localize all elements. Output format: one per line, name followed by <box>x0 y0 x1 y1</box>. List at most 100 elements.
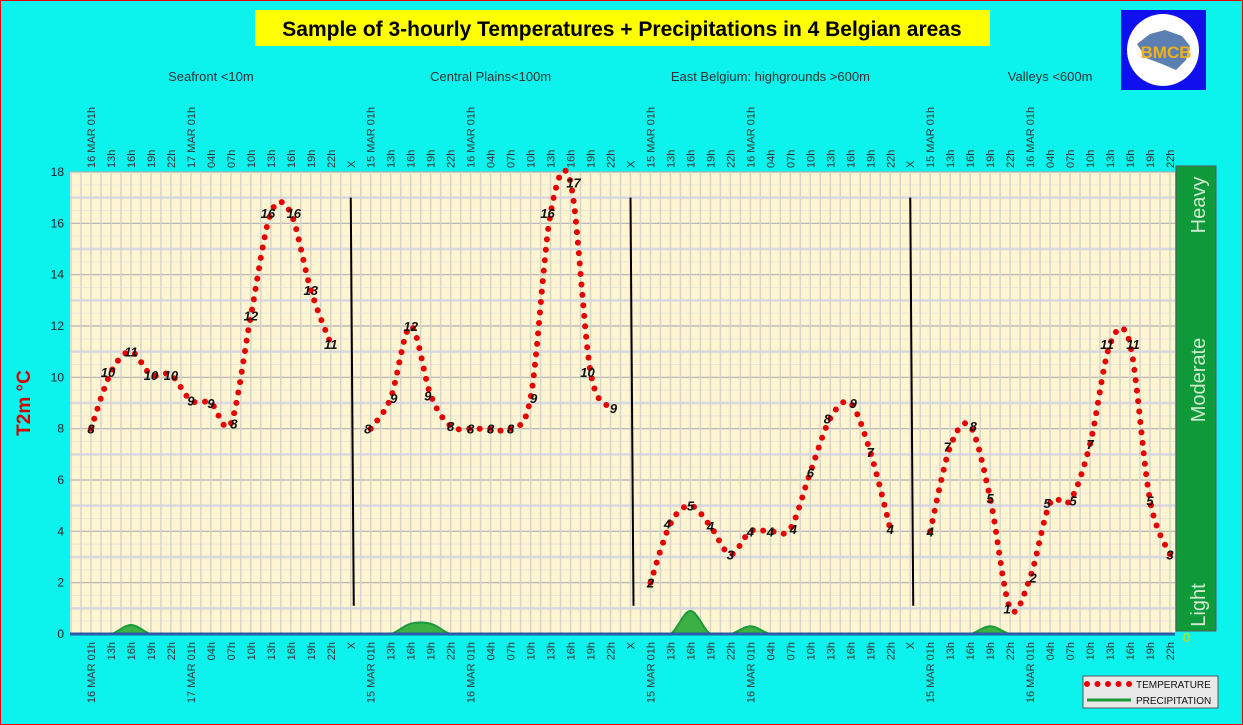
x-tick-label-bottom: 13h <box>665 642 677 660</box>
x-tick-label-bottom: 10h <box>526 642 538 660</box>
data-label: 9 <box>850 396 858 411</box>
data-label: 8 <box>824 411 832 426</box>
x-tick-label-top: 19h <box>1145 150 1157 168</box>
data-label: 11 <box>1100 337 1114 352</box>
x-tick-label-bottom: 13h <box>386 642 398 660</box>
x-tick-label-top: 10h <box>246 150 258 168</box>
x-tick-label-top: X <box>626 160 638 168</box>
x-tick-label-top: 16h <box>126 150 138 168</box>
x-tick-label-top: 16h <box>406 150 418 168</box>
x-tick-label-bottom: 22h <box>326 642 338 660</box>
x-tick-label-bottom: 15 MAR 01h <box>366 642 378 703</box>
x-tick-label-top: 13h <box>665 150 677 168</box>
data-label: 5 <box>687 499 695 514</box>
data-label: 8 <box>87 422 95 437</box>
x-tick-label-top: 22h <box>725 150 737 168</box>
x-tick-label-top: 16h <box>845 150 857 168</box>
data-label: 11 <box>124 345 138 360</box>
x-tick-label-bottom: 13h <box>106 642 118 660</box>
x-tick-label-top: X <box>905 160 917 168</box>
data-label: 10 <box>580 365 595 380</box>
x-tick-label-top: 07h <box>506 150 518 168</box>
x-tick-label-bottom: 04h <box>1045 642 1057 660</box>
data-label: 9 <box>610 401 618 416</box>
x-tick-label-top: 10h <box>805 150 817 168</box>
y-tick-label: 14 <box>51 268 65 282</box>
x-tick-label-top: 04h <box>765 150 777 168</box>
y-axis-title: T2m °C <box>14 370 35 436</box>
x-tick-label-bottom: 10h <box>805 642 817 660</box>
x-tick-label-bottom: 16h <box>126 642 138 660</box>
x-tick-label-top: 19h <box>586 150 598 168</box>
x-tick-label-top: 19h <box>426 150 438 168</box>
x-tick-label-top: 07h <box>226 150 238 168</box>
x-tick-label-bottom: 19h <box>426 642 438 660</box>
x-tick-label-bottom: 19h <box>1145 642 1157 660</box>
x-tick-label-bottom: 13h <box>266 642 278 660</box>
x-tick-label-bottom: 10h <box>1085 642 1097 660</box>
data-label: 3 <box>1166 547 1174 562</box>
data-label: 16 <box>261 206 276 221</box>
x-tick-label-top: 13h <box>825 150 837 168</box>
intensity-zero: 0 <box>1183 630 1190 645</box>
x-tick-label-bottom: 16h <box>286 642 298 660</box>
data-label: 7 <box>944 440 952 455</box>
data-label: 8 <box>447 419 455 434</box>
x-tick-label-bottom: 16h <box>566 642 578 660</box>
data-label: 2 <box>1029 571 1038 586</box>
data-label: 9 <box>187 393 195 408</box>
x-tick-label-bottom: 13h <box>546 642 558 660</box>
x-tick-label-bottom: X <box>905 641 917 649</box>
data-label: 5 <box>1146 494 1154 509</box>
bmcb-logo: BMCB <box>1121 10 1206 90</box>
intensity-heavy: Heavy <box>1188 177 1210 234</box>
data-label: 4 <box>663 517 672 532</box>
x-tick-label-bottom: 04h <box>765 642 777 660</box>
x-tick-label-top: 13h <box>266 150 278 168</box>
data-label: 9 <box>207 396 215 411</box>
x-tick-label-top: 07h <box>1065 150 1077 168</box>
data-label: 5 <box>1069 494 1077 509</box>
temperature-line <box>927 324 1173 616</box>
x-tick-label-bottom: 16h <box>406 642 418 660</box>
x-tick-label-bottom: 22h <box>1005 642 1017 660</box>
x-tick-label-bottom: 19h <box>146 642 158 660</box>
x-tick-label-bottom: 10h <box>246 642 258 660</box>
data-label: 4 <box>746 524 755 539</box>
y-tick-label: 0 <box>57 627 64 641</box>
x-tick-label-top: 13h <box>386 150 398 168</box>
data-label: 3 <box>727 547 735 562</box>
x-tick-label-bottom: 13h <box>945 642 957 660</box>
x-tick-label-bottom: 19h <box>865 642 877 660</box>
x-tick-label-top: 04h <box>486 150 498 168</box>
x-tick-label-bottom: 04h <box>206 642 218 660</box>
x-tick-label-top: 22h <box>166 150 178 168</box>
x-tick-label-top: X <box>346 160 358 168</box>
panel-separator <box>349 197 355 606</box>
x-tick-label-bottom: 19h <box>985 642 997 660</box>
temperature-line <box>367 167 614 434</box>
y-tick-label: 16 <box>51 216 65 230</box>
chart-title: Sample of 3-hourly Temperatures + Precip… <box>282 18 961 41</box>
y-tick-label: 6 <box>57 473 64 487</box>
x-tick-label-bottom: 15 MAR 01h <box>925 642 937 703</box>
x-tick-label-top: 19h <box>865 150 877 168</box>
y-tick-label: 2 <box>57 576 64 590</box>
data-label: 12 <box>244 309 259 324</box>
title-box <box>255 10 990 46</box>
x-tick-label-top: 19h <box>985 150 997 168</box>
panel-title: Central Plains<100m <box>430 69 551 84</box>
x-tick-label-top: 19h <box>306 150 318 168</box>
data-label: 16 <box>287 206 302 221</box>
x-tick-label-top: 16h <box>1125 150 1137 168</box>
legend-temperature: TEMPERATURE <box>1136 680 1211 691</box>
x-tick-label-top: 16h <box>566 150 578 168</box>
grid <box>70 171 1175 635</box>
x-tick-label-top: 10h <box>526 150 538 168</box>
x-tick-label-bottom: 16 MAR 01h <box>86 642 98 703</box>
x-tick-label-bottom: 17 MAR 01h <box>186 642 198 703</box>
intensity-light: Light <box>1188 583 1210 627</box>
data-label: 8 <box>364 422 372 437</box>
data-label: 10 <box>101 365 116 380</box>
data-label: 11 <box>1126 337 1140 352</box>
